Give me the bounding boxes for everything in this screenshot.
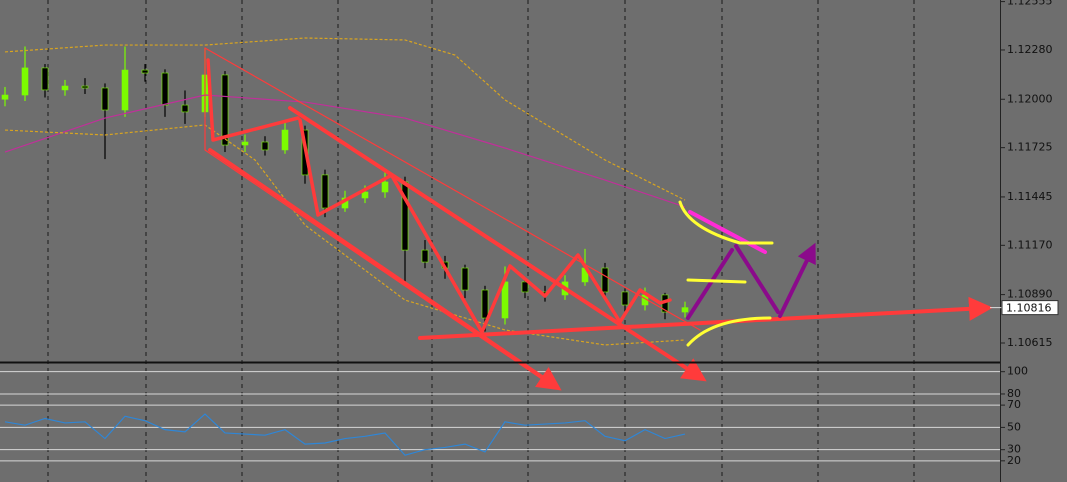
candle-body (501, 281, 509, 319)
y-tick-label: 1.12000 (1007, 92, 1053, 105)
candle-body (1, 94, 9, 100)
candle-body (361, 191, 369, 199)
candle-body (41, 67, 49, 91)
y-tick-label: 1.10615 (1007, 336, 1053, 349)
current-price-box (1001, 300, 1059, 316)
y-tick-label: 1.11725 (1007, 141, 1053, 154)
candle-body (161, 72, 169, 106)
candle-body (261, 141, 269, 151)
y-tick-label: 1.11170 (1007, 238, 1053, 251)
candle-body (101, 87, 109, 111)
line-series (4, 124, 686, 346)
y-tick-label: 1.12555 (1007, 0, 1053, 8)
scenario-arrows (686, 246, 812, 320)
candle-body (421, 249, 429, 263)
line-series (4, 413, 686, 456)
candle-body (321, 174, 329, 209)
candle-body (61, 85, 69, 91)
y-tick-label: 30 (1007, 443, 1021, 456)
y-tick-label: 50 (1007, 420, 1021, 433)
annotations (204, 47, 993, 391)
line-series (4, 37, 686, 201)
y-tick-label: 80 (1007, 387, 1021, 400)
candle-body (681, 307, 689, 313)
axes: 1.12555 1.12280 1.12000 1.11725 1.11445 1.111… (990, 0, 1059, 467)
zigzag (206, 58, 672, 334)
y-tick-label: 1.11445 (1007, 190, 1053, 203)
line-series (4, 94, 686, 208)
candle-body (601, 267, 609, 293)
candle-body (281, 129, 289, 151)
channel-lines (204, 47, 701, 389)
level-lines (678, 200, 774, 347)
current-price-label: 1.10816 (1006, 302, 1052, 315)
candle-body (241, 141, 249, 146)
candle-body (21, 67, 29, 96)
trend-arrow (208, 148, 562, 391)
y-tick-label: 1.12280 (1007, 43, 1053, 56)
support-arrow (418, 296, 993, 340)
y-tick-label: 20 (1007, 454, 1021, 467)
y-tick-label: 100 (1007, 365, 1028, 378)
candle-body (461, 267, 469, 291)
candle-body (121, 69, 129, 111)
candle-body (221, 74, 229, 146)
y-tick-label: 1.10890 (1007, 288, 1053, 301)
candle-body (381, 181, 389, 193)
candle-body (81, 85, 89, 89)
marker-line (688, 210, 767, 254)
candle-body (521, 281, 529, 293)
candle-body (141, 69, 149, 74)
candle-body (621, 291, 629, 306)
candle-body (181, 104, 189, 113)
trend-arrow (288, 106, 707, 382)
y-tick-label: 70 (1007, 398, 1021, 411)
candle-body (481, 289, 489, 319)
